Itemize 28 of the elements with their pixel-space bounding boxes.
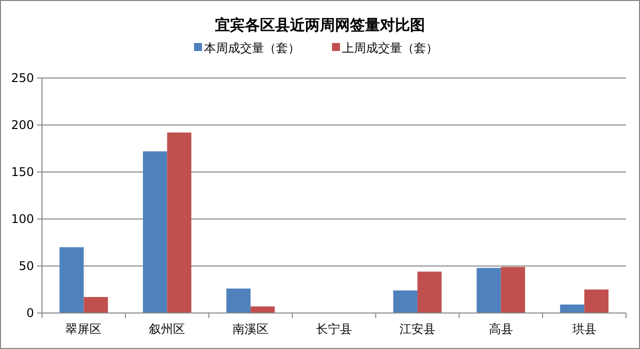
legend-label: 上周成交量（套） [342,41,438,55]
x-tick-label: 珙县 [572,322,596,336]
bar [167,132,192,313]
bar [84,297,108,313]
bar [393,290,418,313]
y-tick-label: 50 [18,259,34,274]
bar [500,266,526,313]
bar [142,151,168,313]
bar [560,304,584,313]
x-tick-label: 翠屏区 [66,322,102,336]
chart-title: 宜宾各区县近两周网签量对比图 [215,16,425,34]
y-tick-label: 100 [11,212,34,226]
bar [250,306,275,313]
y-tick-label: 250 [11,71,34,86]
bar [226,288,251,313]
x-tick-label: 南溪区 [232,322,269,336]
bar [584,290,608,313]
x-tick-label: 长宁县 [316,322,352,336]
x-tick-label: 叙州区 [149,322,186,336]
legend-label: 本周成交量（套） [204,41,300,55]
y-tick-label: 0 [26,306,34,320]
x-tick-label: 高县 [488,322,513,336]
bar [417,272,442,313]
x-tick-label: 江安县 [399,322,436,336]
y-tick-label: 200 [11,118,34,132]
y-tick-label: 150 [11,165,34,180]
bar [476,268,501,313]
bar [60,247,84,313]
